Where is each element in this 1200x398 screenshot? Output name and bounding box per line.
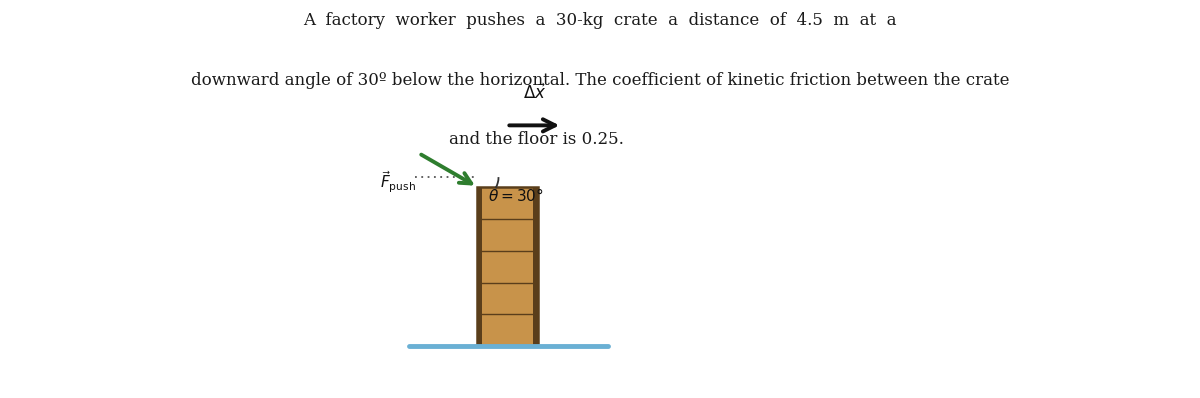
- Bar: [476, 187, 539, 346]
- Text: and the floor is 0.25.: and the floor is 0.25.: [449, 131, 624, 148]
- Text: $\Delta \vec{x}$: $\Delta \vec{x}$: [523, 84, 546, 103]
- Bar: [476, 187, 539, 346]
- Text: A  factory  worker  pushes  a  30-kg  crate  a  distance  of  4.5  m  at  a: A factory worker pushes a 30-kg crate a …: [304, 12, 896, 29]
- Text: downward angle of 30º below the horizontal. The coefficient of kinetic friction : downward angle of 30º below the horizont…: [191, 72, 1009, 89]
- Text: $\theta = 30°$: $\theta = 30°$: [487, 187, 544, 203]
- Bar: [533, 187, 539, 346]
- Bar: [476, 187, 481, 346]
- Text: $\vec{F}_{\mathrm{push}}$: $\vec{F}_{\mathrm{push}}$: [379, 169, 415, 195]
